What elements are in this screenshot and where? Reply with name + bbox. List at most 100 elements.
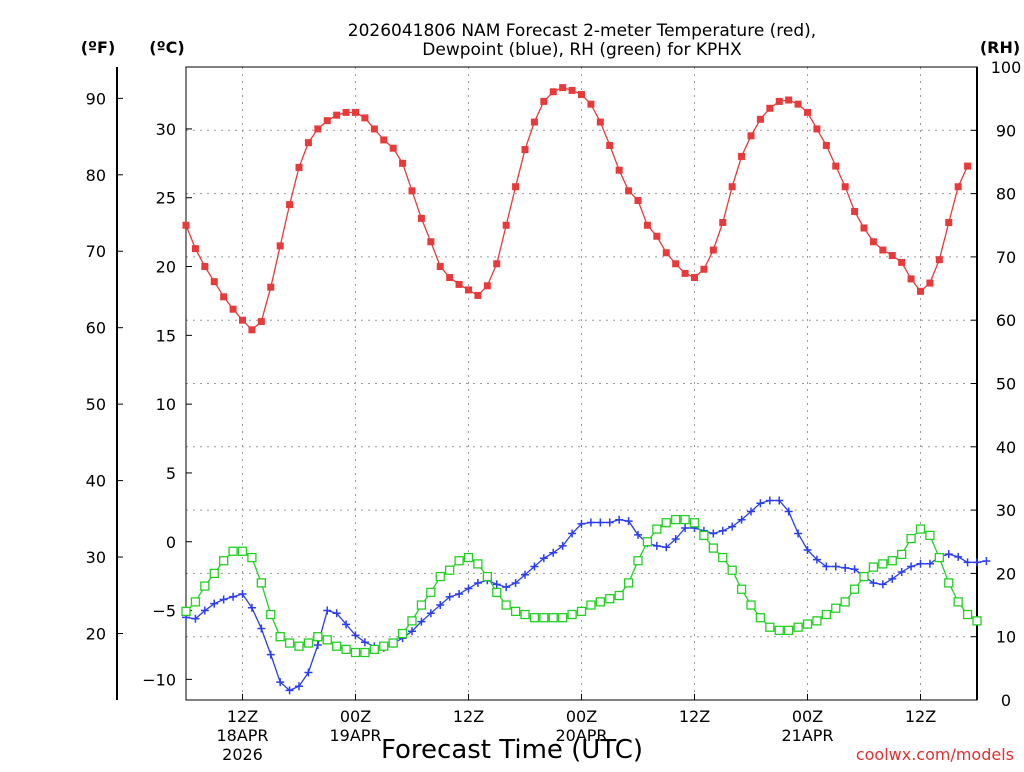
celsius-tick-label: 20 — [156, 258, 176, 277]
rh-point — [520, 609, 530, 620]
rh-point — [284, 638, 295, 648]
rh-point — [614, 590, 624, 601]
temperature-point — [794, 100, 802, 108]
temperature-point — [700, 265, 708, 273]
rh-point — [774, 625, 784, 636]
rh-point — [407, 616, 417, 626]
rh-point — [322, 635, 332, 645]
temperature-point — [540, 97, 548, 105]
rh-point — [332, 641, 342, 651]
dewpoint-point — [822, 562, 831, 571]
temperature-point — [625, 187, 633, 195]
dewpoint-point — [615, 515, 624, 524]
dewpoint-point — [812, 555, 821, 564]
fahrenheit-tick-label: 70 — [86, 242, 106, 261]
dewpoint-point — [869, 579, 878, 588]
dewpoint-point — [586, 518, 595, 527]
rh-point — [209, 568, 219, 579]
rh-tick-label: 30 — [996, 501, 1016, 520]
dewpoint-point — [200, 606, 209, 615]
rh-point — [595, 597, 605, 607]
rh-point — [360, 647, 370, 658]
temperature-point — [568, 86, 576, 94]
dewpoint-point — [295, 682, 303, 691]
rh-point — [190, 597, 201, 607]
rh-point — [746, 600, 756, 610]
dewpoint-point — [831, 562, 840, 571]
fahrenheit-tick-label: 20 — [86, 624, 106, 643]
temperature-point — [436, 263, 444, 271]
temperature-point — [954, 183, 962, 191]
dewpoint-point — [332, 609, 341, 618]
rh-point — [294, 641, 304, 651]
temperature-point — [578, 91, 585, 99]
temperature-point — [455, 280, 463, 288]
rh-point — [661, 518, 671, 528]
rh-point — [492, 587, 502, 598]
rh-point — [445, 565, 455, 575]
temperature-point — [304, 139, 312, 147]
dewpoint-point — [794, 529, 803, 538]
temperature-point — [888, 252, 896, 260]
temperature-point — [182, 221, 190, 229]
celsius-tick-label: 15 — [156, 326, 176, 345]
dewpoint-point — [973, 558, 981, 567]
temperature-point — [917, 287, 924, 295]
temperature-point — [728, 183, 736, 191]
rh-point — [887, 556, 897, 566]
rh-point — [567, 609, 577, 620]
dewpoint-point — [266, 650, 275, 659]
rh-point — [435, 571, 445, 582]
fahrenheit-tick-label: 80 — [86, 166, 106, 185]
temperature-point — [775, 97, 783, 105]
chart-title: 2026041806 NAM Forecast 2-meter Temperat… — [348, 21, 816, 41]
dewpoint-point — [313, 640, 322, 649]
rh-point — [755, 613, 766, 623]
rh-tick-label: 40 — [996, 438, 1016, 457]
celsius-tick-label: 5 — [166, 464, 176, 483]
rh-point — [247, 552, 257, 563]
dewpoint-point — [191, 614, 200, 623]
temperature-point — [822, 141, 830, 149]
rh-point — [558, 613, 568, 623]
temperature-point — [220, 293, 228, 301]
dewpoint-point — [568, 529, 577, 538]
temperature-point — [512, 183, 520, 191]
temperature-point — [964, 162, 972, 170]
rh-point — [906, 533, 916, 544]
temperature-point — [643, 221, 651, 229]
rh-point — [821, 609, 831, 620]
dewpoint-point — [765, 496, 774, 505]
temperature-point — [662, 249, 670, 257]
rh-point — [897, 549, 907, 560]
rh-point — [642, 537, 653, 547]
x-date-label: 21APR — [781, 726, 833, 745]
celsius-unit-label: (ºC) — [149, 38, 184, 57]
dewpoint-point — [360, 638, 369, 647]
rh-point — [972, 616, 982, 626]
dewpoint-point — [473, 579, 482, 588]
rh-point — [416, 600, 427, 610]
celsius-tick-label: −5 — [152, 602, 176, 621]
temperature-point — [606, 141, 614, 149]
rh-point — [454, 556, 464, 566]
celsius-tick-label: 0 — [166, 533, 176, 552]
dewpoint-point — [737, 515, 746, 524]
fahrenheit-tick-label: 90 — [86, 89, 106, 108]
tick-labels: −10 −5 0 5 10 15 20 25 30 20 30 40 50 60 70 80 90 0 10 20 30… — [86, 58, 1022, 764]
rh-point — [539, 613, 549, 623]
rh-point — [859, 571, 869, 582]
temperature-point — [851, 207, 859, 215]
rh-point — [784, 625, 794, 636]
dewpoint-point — [210, 599, 219, 608]
rh-point — [529, 613, 540, 623]
rh-point — [228, 546, 238, 556]
temperature-point — [361, 114, 369, 122]
temperature-point — [295, 163, 303, 171]
rh-point — [266, 609, 276, 620]
dewpoint-point — [558, 541, 567, 550]
temperature-point — [785, 96, 793, 104]
dewpoint-point — [257, 624, 266, 633]
temperature-point — [465, 286, 472, 294]
